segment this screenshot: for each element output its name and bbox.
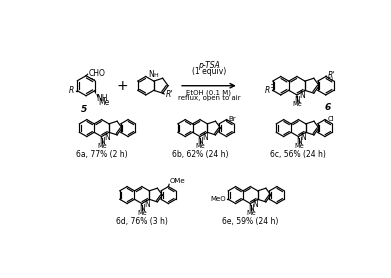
- Text: 6d, 76% (3 h): 6d, 76% (3 h): [116, 217, 168, 226]
- Text: N: N: [139, 204, 145, 213]
- Text: N: N: [104, 133, 109, 142]
- Text: Me: Me: [196, 143, 205, 149]
- Text: N: N: [144, 200, 150, 209]
- Text: 6: 6: [324, 103, 330, 112]
- Text: OMe: OMe: [169, 178, 185, 183]
- Text: Me: Me: [137, 210, 147, 216]
- Text: 6a, 77% (2 h): 6a, 77% (2 h): [76, 150, 127, 159]
- Text: R': R': [327, 71, 335, 80]
- Text: Me: Me: [97, 143, 107, 149]
- Text: 6c, 56% (24 h): 6c, 56% (24 h): [271, 150, 326, 159]
- Text: Me: Me: [294, 143, 304, 149]
- Text: N: N: [202, 133, 208, 142]
- Text: Me: Me: [99, 98, 110, 107]
- Text: N: N: [148, 70, 154, 79]
- Text: 6b, 62% (24 h): 6b, 62% (24 h): [172, 150, 228, 159]
- Text: N: N: [248, 204, 254, 213]
- Text: N: N: [197, 137, 203, 146]
- Text: N: N: [294, 96, 300, 105]
- Text: 6e, 59% (24 h): 6e, 59% (24 h): [222, 217, 278, 226]
- Text: N: N: [300, 91, 305, 100]
- Text: Me: Me: [246, 210, 256, 216]
- Text: (1 equiv): (1 equiv): [192, 68, 226, 76]
- Text: CHO: CHO: [88, 69, 105, 78]
- Text: Cl: Cl: [327, 116, 334, 122]
- Text: p-TSA: p-TSA: [198, 61, 220, 70]
- Text: NH: NH: [96, 94, 108, 103]
- Text: R: R: [69, 86, 74, 95]
- Text: N: N: [253, 200, 258, 209]
- Text: Br: Br: [229, 116, 237, 122]
- Text: N: N: [99, 137, 105, 146]
- Text: +: +: [117, 79, 128, 93]
- Text: N: N: [296, 137, 302, 146]
- Text: reflux, open to air: reflux, open to air: [178, 95, 240, 101]
- Text: EtOH (0.1 M): EtOH (0.1 M): [187, 90, 231, 96]
- Text: MeO: MeO: [210, 196, 226, 202]
- Text: Me: Me: [292, 101, 302, 107]
- Text: N: N: [301, 133, 307, 142]
- Text: 5: 5: [81, 105, 87, 114]
- Text: R': R': [166, 90, 173, 99]
- Text: R: R: [265, 86, 271, 95]
- Text: H: H: [153, 73, 158, 78]
